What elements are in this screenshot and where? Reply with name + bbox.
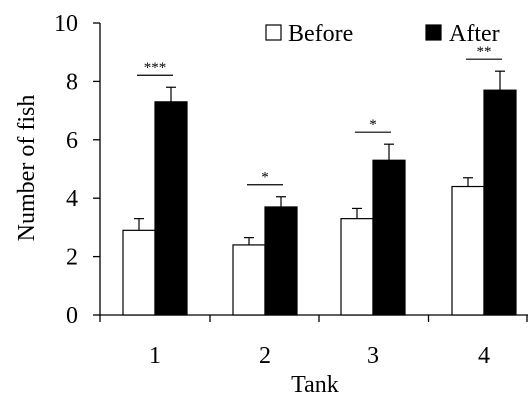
bar-before-tank-4 [451,185,485,316]
bar-before-tank-1 [122,229,156,316]
legend-label-after: After [449,21,500,47]
y-tick-labels: 0 2 4 6 8 10 [54,11,78,329]
y-tick-label: 6 [66,128,78,154]
significance-label: ** [477,44,492,60]
bar-before-tank-3 [340,218,374,316]
bar-after-tank-3 [372,159,406,316]
legend-label-before: Before [288,21,353,47]
x-tick-label: 3 [367,343,379,369]
significance-label: *** [144,60,167,76]
x-tick-label: 1 [149,343,161,369]
bar-after-tank-1 [154,101,188,316]
y-axis-title: Number of fish [14,95,40,242]
x-tick-labels: 1 2 3 4 [149,343,490,369]
y-tick-label: 0 [66,303,78,329]
x-tick-label: 2 [259,343,271,369]
significance-markers: ******* [137,44,502,186]
x-tick-label: 4 [478,343,490,369]
bar-after-tank-4 [483,89,517,316]
y-tick-label: 4 [66,186,78,212]
legend-swatch-before [265,24,282,41]
bar-before-tank-2 [232,244,266,316]
bar-after-tank-2 [264,206,298,316]
error-bars [134,70,505,245]
y-tick-label: 10 [54,11,78,37]
significance-label: * [369,117,377,133]
legend-swatch-after [425,24,442,41]
y-tick-label: 8 [66,69,78,95]
bars [122,89,517,316]
y-tick-label: 2 [66,245,78,271]
x-axis-title: Tank [291,372,339,398]
significance-label: * [261,170,269,186]
legend: Before After [265,21,500,47]
